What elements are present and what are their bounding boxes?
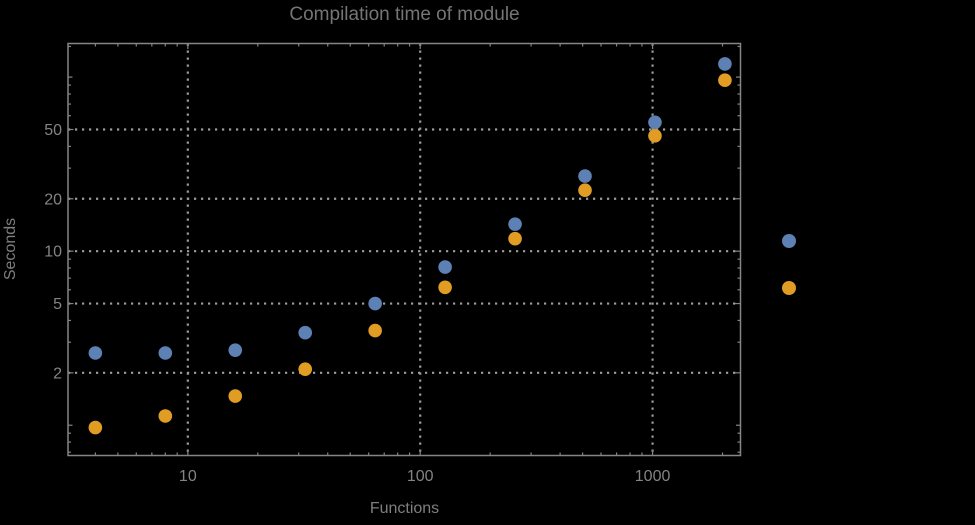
data-point-series-1-blue-x32 — [298, 325, 313, 340]
y-tick-label-10: 10 — [44, 244, 62, 261]
chart-title: Compilation time of module — [289, 4, 520, 25]
data-point-series-2-orange-x512 — [578, 183, 592, 198]
legend-marker-series-2-orange — [782, 281, 796, 295]
data-point-series-2-orange-x128 — [438, 280, 452, 295]
data-point-series-2-orange-x4 — [88, 420, 103, 435]
x-tick-label-100: 100 — [407, 468, 434, 485]
data-point-series-2-orange-x8 — [158, 409, 173, 423]
data-point-series-1-blue-x256 — [508, 217, 522, 231]
data-point-series-1-blue-x512 — [578, 169, 592, 183]
y-tick-label-5: 5 — [53, 296, 62, 313]
data-point-series-1-blue-x128 — [438, 260, 452, 274]
x-axis-label: Functions — [369, 500, 440, 517]
data-point-series-2-orange-x256 — [508, 231, 522, 246]
x-tick-label-10: 10 — [179, 468, 197, 485]
data-point-series-2-orange-x32 — [298, 362, 313, 376]
y-tick-label-20: 20 — [44, 191, 62, 208]
data-point-series-1-blue-x64 — [368, 296, 382, 311]
data-point-series-2-orange-x2048 — [718, 73, 732, 88]
data-point-series-1-blue-x16 — [228, 343, 243, 357]
data-point-series-2-orange-x1024 — [648, 129, 662, 143]
y-axis-label: Seconds — [2, 217, 19, 281]
y-tick-label-50: 50 — [44, 122, 62, 139]
y-tick-label-2: 2 — [53, 365, 62, 382]
data-point-series-1-blue-x4 — [88, 346, 103, 360]
legend-marker-series-1-blue — [782, 234, 796, 248]
data-point-series-2-orange-x16 — [228, 389, 243, 403]
data-point-series-1-blue-x8 — [158, 346, 173, 360]
data-point-series-1-blue-x2048 — [718, 57, 732, 71]
x-tick-label-1000: 1000 — [635, 468, 671, 485]
data-point-series-2-orange-x64 — [368, 323, 382, 338]
data-point-series-1-blue-x1024 — [648, 115, 662, 130]
plot-frame — [67, 42, 742, 457]
